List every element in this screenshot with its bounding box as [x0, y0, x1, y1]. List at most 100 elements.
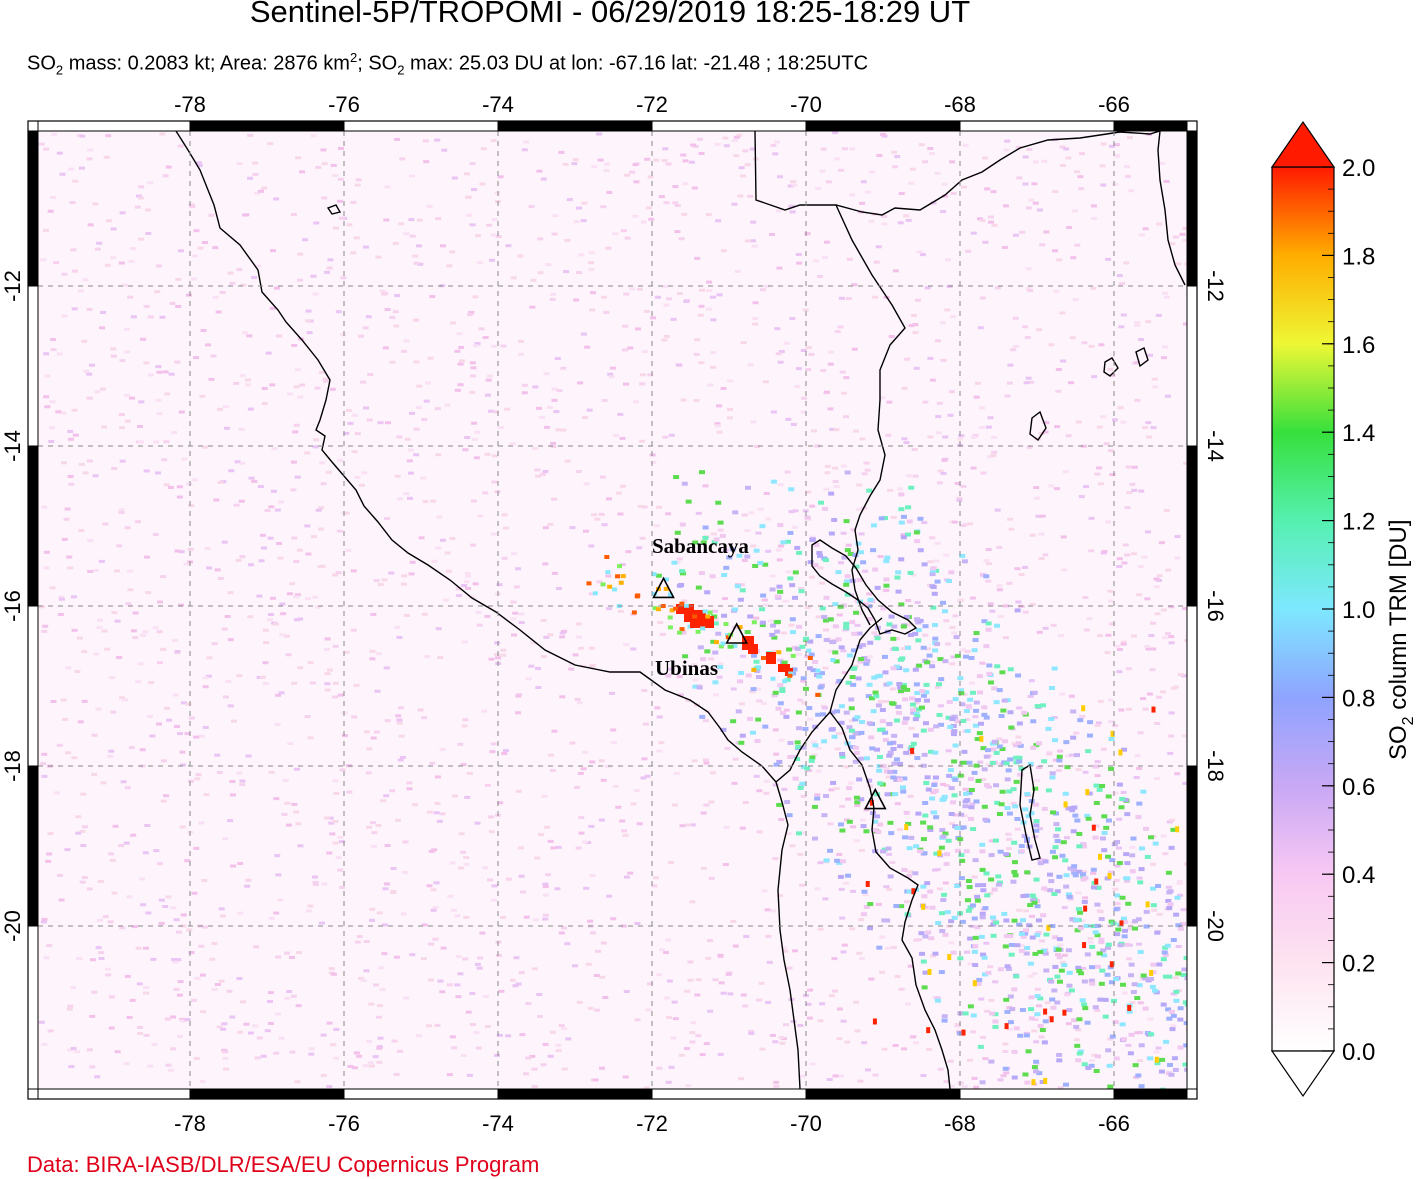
noise-pixel — [787, 184, 794, 188]
noise-pixel — [323, 816, 330, 820]
noise-pixel — [267, 613, 274, 617]
plume-speckle — [612, 587, 618, 592]
band-pixel — [1084, 1020, 1091, 1025]
band-pixel — [863, 829, 870, 834]
noise-pixel — [417, 708, 424, 712]
band-pixel — [1087, 720, 1094, 725]
band-pixel — [938, 845, 945, 850]
noise-pixel — [396, 718, 403, 722]
band-pixel — [780, 540, 787, 545]
noise-pixel — [1146, 692, 1153, 696]
band-pixel — [721, 573, 728, 578]
frame-segment-right — [1186, 925, 1198, 1090]
plume-pixel — [676, 604, 694, 614]
band-pixel — [893, 757, 900, 762]
noise-pixel — [577, 381, 584, 385]
band-pixel — [1119, 1105, 1125, 1109]
band-pixel — [981, 767, 988, 772]
noise-pixel — [397, 758, 404, 762]
noise-pixel — [840, 391, 847, 395]
noise-pixel — [817, 927, 824, 931]
noise-pixel — [819, 1002, 826, 1006]
noise-pixel — [439, 990, 446, 994]
noise-pixel — [406, 787, 413, 791]
noise-pixel — [510, 276, 517, 280]
hot-pixel — [937, 850, 942, 857]
noise-pixel — [740, 174, 747, 178]
border-chile-bolivia — [829, 711, 951, 1089]
noise-pixel — [451, 176, 458, 180]
noise-pixel — [475, 1046, 482, 1050]
noise-pixel — [808, 352, 815, 356]
noise-pixel — [135, 194, 142, 198]
band-pixel — [1183, 1043, 1187, 1048]
plume-speckle — [787, 673, 793, 678]
band-pixel — [873, 694, 880, 699]
noise-pixel — [493, 1053, 500, 1057]
noise-pixel — [318, 527, 325, 531]
noise-pixel — [294, 593, 301, 597]
noise-pixel — [839, 370, 846, 374]
band-pixel — [1138, 1084, 1145, 1089]
noise-pixel — [572, 653, 579, 657]
band-pixel — [920, 763, 927, 768]
hot-pixel — [1094, 878, 1099, 885]
noise-pixel — [1174, 556, 1181, 560]
band-pixel — [1084, 952, 1091, 957]
noise-pixel — [247, 615, 254, 619]
band-pixel — [971, 949, 978, 954]
band-pixel — [970, 1013, 977, 1018]
band-pixel — [856, 578, 863, 583]
band-pixel — [917, 618, 924, 623]
band-pixel — [1160, 1112, 1166, 1116]
noise-pixel — [471, 188, 478, 192]
noise-pixel — [264, 1029, 271, 1033]
noise-pixel — [594, 1008, 601, 1012]
band-pixel — [920, 837, 927, 842]
band-pixel — [1049, 771, 1056, 776]
band-pixel — [957, 956, 964, 961]
noise-pixel — [94, 1075, 101, 1079]
noise-pixel — [951, 520, 958, 524]
noise-pixel — [177, 980, 184, 984]
band-pixel — [967, 1004, 974, 1009]
noise-pixel — [687, 978, 694, 982]
noise-pixel — [850, 825, 857, 829]
noise-pixel — [890, 945, 897, 949]
noise-pixel — [202, 725, 209, 729]
noise-pixel — [218, 979, 225, 983]
subtitle-area-sup: 2 — [349, 50, 358, 65]
noise-pixel — [708, 657, 715, 661]
noise-pixel — [680, 153, 687, 157]
band-pixel — [923, 682, 930, 687]
noise-pixel — [308, 1052, 315, 1056]
band-pixel — [915, 628, 922, 633]
noise-pixel — [339, 840, 346, 844]
band-pixel — [866, 488, 873, 493]
band-pixel — [903, 668, 910, 673]
band-pixel — [1162, 952, 1169, 957]
band-pixel — [852, 553, 859, 558]
band-pixel — [850, 648, 857, 653]
band-pixel — [712, 680, 719, 685]
noise-pixel — [961, 692, 968, 696]
noise-pixel — [208, 377, 215, 381]
noise-pixel — [67, 437, 74, 441]
noise-pixel — [620, 229, 627, 233]
band-pixel — [1107, 1084, 1114, 1089]
band-pixel — [1077, 910, 1084, 915]
band-pixel — [673, 475, 680, 480]
noise-pixel — [337, 458, 344, 462]
band-pixel — [1065, 806, 1072, 811]
noise-pixel — [71, 628, 78, 632]
band-pixel — [984, 893, 991, 898]
band-pixel — [1049, 1113, 1055, 1117]
noise-pixel — [245, 754, 252, 758]
noise-pixel — [584, 345, 591, 349]
plume-speckle — [677, 630, 683, 635]
noise-pixel — [942, 194, 949, 198]
noise-pixel — [952, 813, 959, 817]
noise-pixel — [772, 857, 779, 861]
band-pixel — [908, 696, 915, 701]
noise-pixel — [1126, 136, 1133, 140]
